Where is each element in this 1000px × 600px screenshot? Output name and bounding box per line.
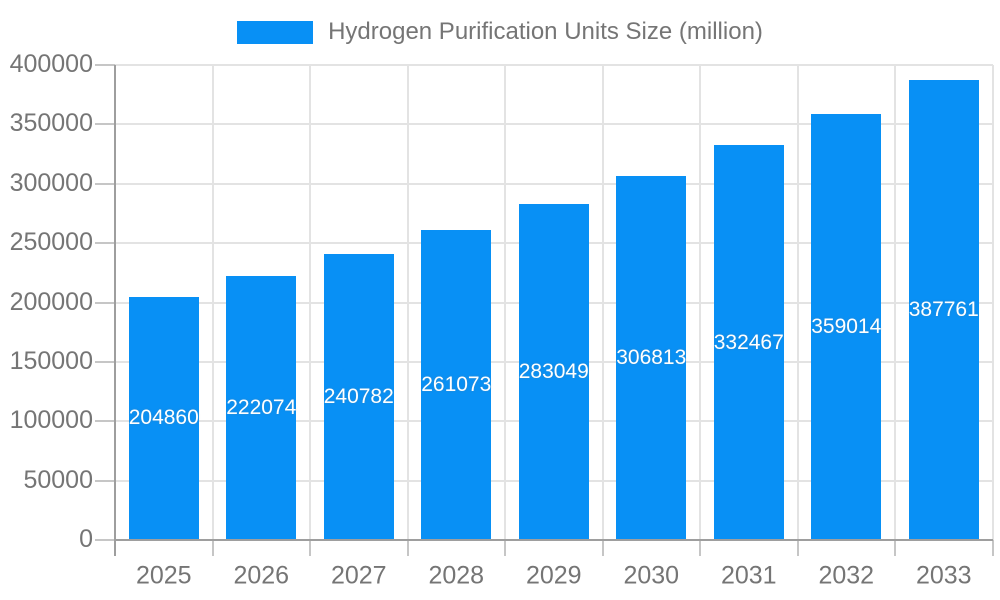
- x-axis-tick: [309, 540, 311, 556]
- y-axis-label: 200000: [9, 287, 93, 316]
- y-axis-label: 100000: [9, 406, 93, 435]
- chart-legend[interactable]: Hydrogen Purification Units Size (millio…: [0, 18, 1000, 46]
- v-gridline: [991, 65, 994, 540]
- y-axis-label: 250000: [9, 228, 93, 257]
- bar-value-label: 283049: [518, 359, 589, 383]
- y-axis-tick: [95, 182, 115, 185]
- legend-label: Hydrogen Purification Units Size (millio…: [328, 18, 763, 45]
- h-gridline: [115, 123, 993, 126]
- y-axis-tick: [95, 360, 115, 363]
- bar-2031[interactable]: [713, 145, 784, 540]
- x-axis-tick: [601, 540, 604, 556]
- x-axis-label-2025: 2025: [135, 561, 192, 590]
- bar-value-label: 261073: [421, 372, 492, 396]
- bar-2033[interactable]: [908, 79, 979, 540]
- bar-value-label: 359014: [811, 314, 882, 338]
- v-gridline: [406, 65, 409, 540]
- x-axis-line: [114, 539, 993, 541]
- v-gridline: [504, 65, 506, 540]
- bar-value-label: 306813: [616, 345, 687, 369]
- y-axis-tick: [95, 539, 115, 541]
- bar-2025[interactable]: [128, 296, 199, 540]
- x-axis-label-2027: 2027: [330, 561, 387, 590]
- bar-2027[interactable]: [323, 254, 394, 540]
- v-gridline: [699, 65, 701, 540]
- bar-value-label: 240782: [323, 385, 394, 409]
- y-axis-label: 0: [79, 524, 93, 553]
- v-gridline: [796, 65, 799, 540]
- v-gridline: [601, 65, 604, 540]
- bar-value-label: 222074: [226, 396, 297, 420]
- y-axis-tick: [95, 420, 115, 423]
- x-axis-tick: [504, 540, 506, 556]
- bar-value-label: 332467: [713, 330, 784, 354]
- x-axis-tick: [894, 540, 896, 556]
- x-axis-label-2033: 2033: [915, 561, 972, 590]
- x-axis-tick: [991, 540, 994, 556]
- x-axis-label-2030: 2030: [623, 561, 680, 590]
- y-axis-tick: [95, 479, 115, 482]
- x-axis-tick: [796, 540, 799, 556]
- y-axis-line: [114, 65, 116, 556]
- bar-value-label: 387761: [908, 297, 979, 321]
- v-gridline: [894, 65, 896, 540]
- y-axis-tick: [95, 123, 115, 126]
- bar-2030[interactable]: [616, 175, 687, 540]
- bar-2028[interactable]: [421, 229, 492, 540]
- x-axis-tick: [699, 540, 701, 556]
- bar-2026[interactable]: [226, 276, 297, 540]
- y-axis-label: 300000: [9, 168, 93, 197]
- h-gridline: [115, 182, 993, 185]
- y-axis-label: 150000: [9, 346, 93, 375]
- h-gridline: [115, 64, 993, 66]
- x-axis-tick: [211, 540, 214, 556]
- x-axis-label-2026: 2026: [233, 561, 290, 590]
- v-gridline: [309, 65, 311, 540]
- y-axis-label: 50000: [23, 465, 93, 494]
- x-axis-label-2028: 2028: [428, 561, 485, 590]
- x-axis-label-2031: 2031: [720, 561, 777, 590]
- bar-value-label: 204860: [128, 406, 199, 430]
- legend-swatch: [237, 20, 314, 44]
- bar-2029[interactable]: [518, 203, 589, 540]
- v-gridline: [211, 65, 214, 540]
- y-axis-label: 400000: [9, 49, 93, 78]
- y-axis-label: 350000: [9, 109, 93, 138]
- x-axis-label-2032: 2032: [818, 561, 875, 590]
- x-axis-tick: [406, 540, 409, 556]
- y-axis-tick: [95, 242, 115, 245]
- bar-2032[interactable]: [811, 113, 882, 540]
- y-axis-tick: [95, 301, 115, 304]
- x-axis-label-2029: 2029: [525, 561, 582, 590]
- y-axis-tick: [95, 64, 115, 66]
